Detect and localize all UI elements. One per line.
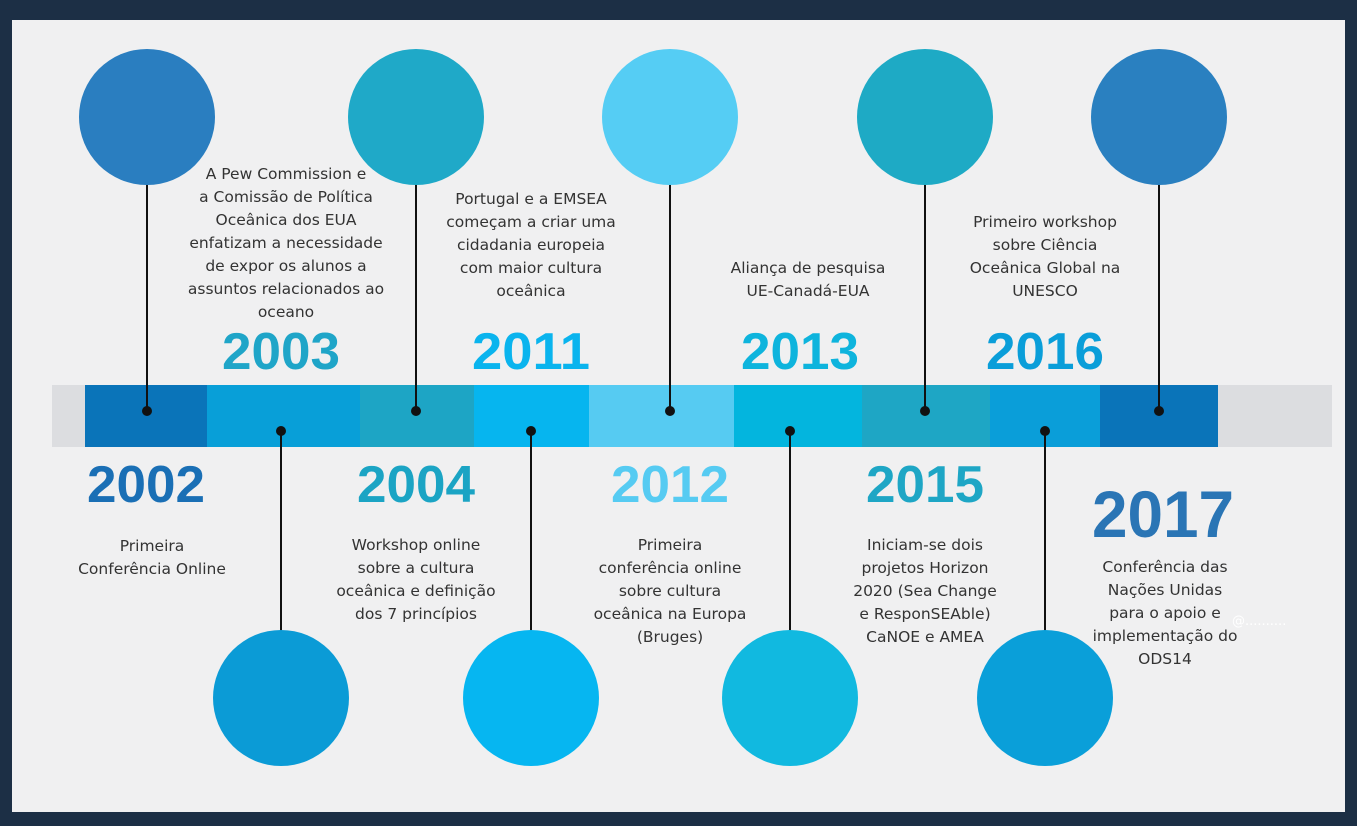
event-dot — [142, 406, 152, 416]
event-year: 2002 — [87, 456, 205, 514]
event-description: ODS14 — [1138, 650, 1192, 668]
event-description: conferência online — [599, 559, 742, 577]
event-description: oceânica — [496, 282, 565, 300]
event-year: 2012 — [611, 456, 729, 514]
event-year: 2017 — [1092, 477, 1234, 551]
event-description: assuntos relacionados ao — [188, 280, 384, 298]
event-description: Nações Unidas — [1108, 581, 1223, 599]
event-description: Oceânica Global na — [970, 259, 1121, 277]
event-description: sobre a cultura — [358, 559, 475, 577]
event-description: dos 7 princípios — [355, 605, 477, 623]
event-dot — [785, 426, 795, 436]
event-dot — [276, 426, 286, 436]
event-description: oceano — [258, 303, 314, 321]
event-description: e ResponSEAble) — [859, 605, 990, 623]
event-circle — [1091, 49, 1227, 185]
event-year: 2004 — [357, 456, 475, 514]
event-description: de expor os alunos a — [205, 257, 366, 275]
event-circle — [977, 630, 1113, 766]
timeline-segment — [734, 385, 862, 447]
event-dot — [665, 406, 675, 416]
event-description: começam a criar uma — [446, 213, 616, 231]
timeline-segment — [207, 385, 360, 447]
event-circle — [79, 49, 215, 185]
event-description: Workshop online — [352, 536, 481, 554]
event-description: oceânica e definição — [336, 582, 495, 600]
event-description: Conferência Online — [78, 560, 226, 578]
event-description: Aliança de pesquisa — [731, 259, 886, 277]
event-circle — [602, 49, 738, 185]
event-description: A Pew Commission e — [206, 165, 367, 183]
event-description: para o apoio e — [1109, 604, 1221, 622]
event-description: implementação do — [1093, 627, 1238, 645]
event-year: 2003 — [222, 323, 340, 381]
event-description: (Bruges) — [637, 628, 703, 646]
event-description: com maior cultura — [460, 259, 602, 277]
event-description: 2020 (Sea Change — [853, 582, 997, 600]
event-description: Primeiro workshop — [973, 213, 1117, 231]
event-description: Iniciam-se dois — [867, 536, 983, 554]
event-description: Oceânica dos EUA — [216, 211, 357, 229]
event-dot — [1040, 426, 1050, 436]
event-dot — [411, 406, 421, 416]
watermark: @.......... — [1232, 614, 1286, 629]
event-circle — [213, 630, 349, 766]
event-description: Portugal e a EMSEA — [455, 190, 607, 208]
event-circle — [348, 49, 484, 185]
event-description: Primeira — [120, 537, 185, 555]
event-description: UNESCO — [1012, 282, 1078, 300]
event-description: enfatizam a necessidade — [189, 234, 382, 252]
event-description: Primeira — [638, 536, 703, 554]
event-description: projetos Horizon — [861, 559, 988, 577]
event-dot — [920, 406, 930, 416]
event-dot — [526, 426, 536, 436]
event-year: 2013 — [741, 323, 859, 381]
event-description: UE-Canadá-EUA — [746, 282, 869, 300]
event-year: 2016 — [986, 323, 1104, 381]
event-description: Conferência das — [1102, 558, 1227, 576]
event-description: a Comissão de Política — [199, 188, 373, 206]
event-year: 2011 — [472, 323, 590, 381]
event-description: sobre cultura — [619, 582, 721, 600]
event-description: cidadania europeia — [457, 236, 605, 254]
event-description: CaNOE e AMEA — [866, 628, 984, 646]
event-year: 2015 — [866, 456, 984, 514]
event-description: sobre Ciência — [993, 236, 1098, 254]
event-description: oceânica na Europa — [594, 605, 747, 623]
event-circle — [722, 630, 858, 766]
event-dot — [1154, 406, 1164, 416]
timeline-segment — [589, 385, 734, 447]
event-circle — [463, 630, 599, 766]
event-circle — [857, 49, 993, 185]
